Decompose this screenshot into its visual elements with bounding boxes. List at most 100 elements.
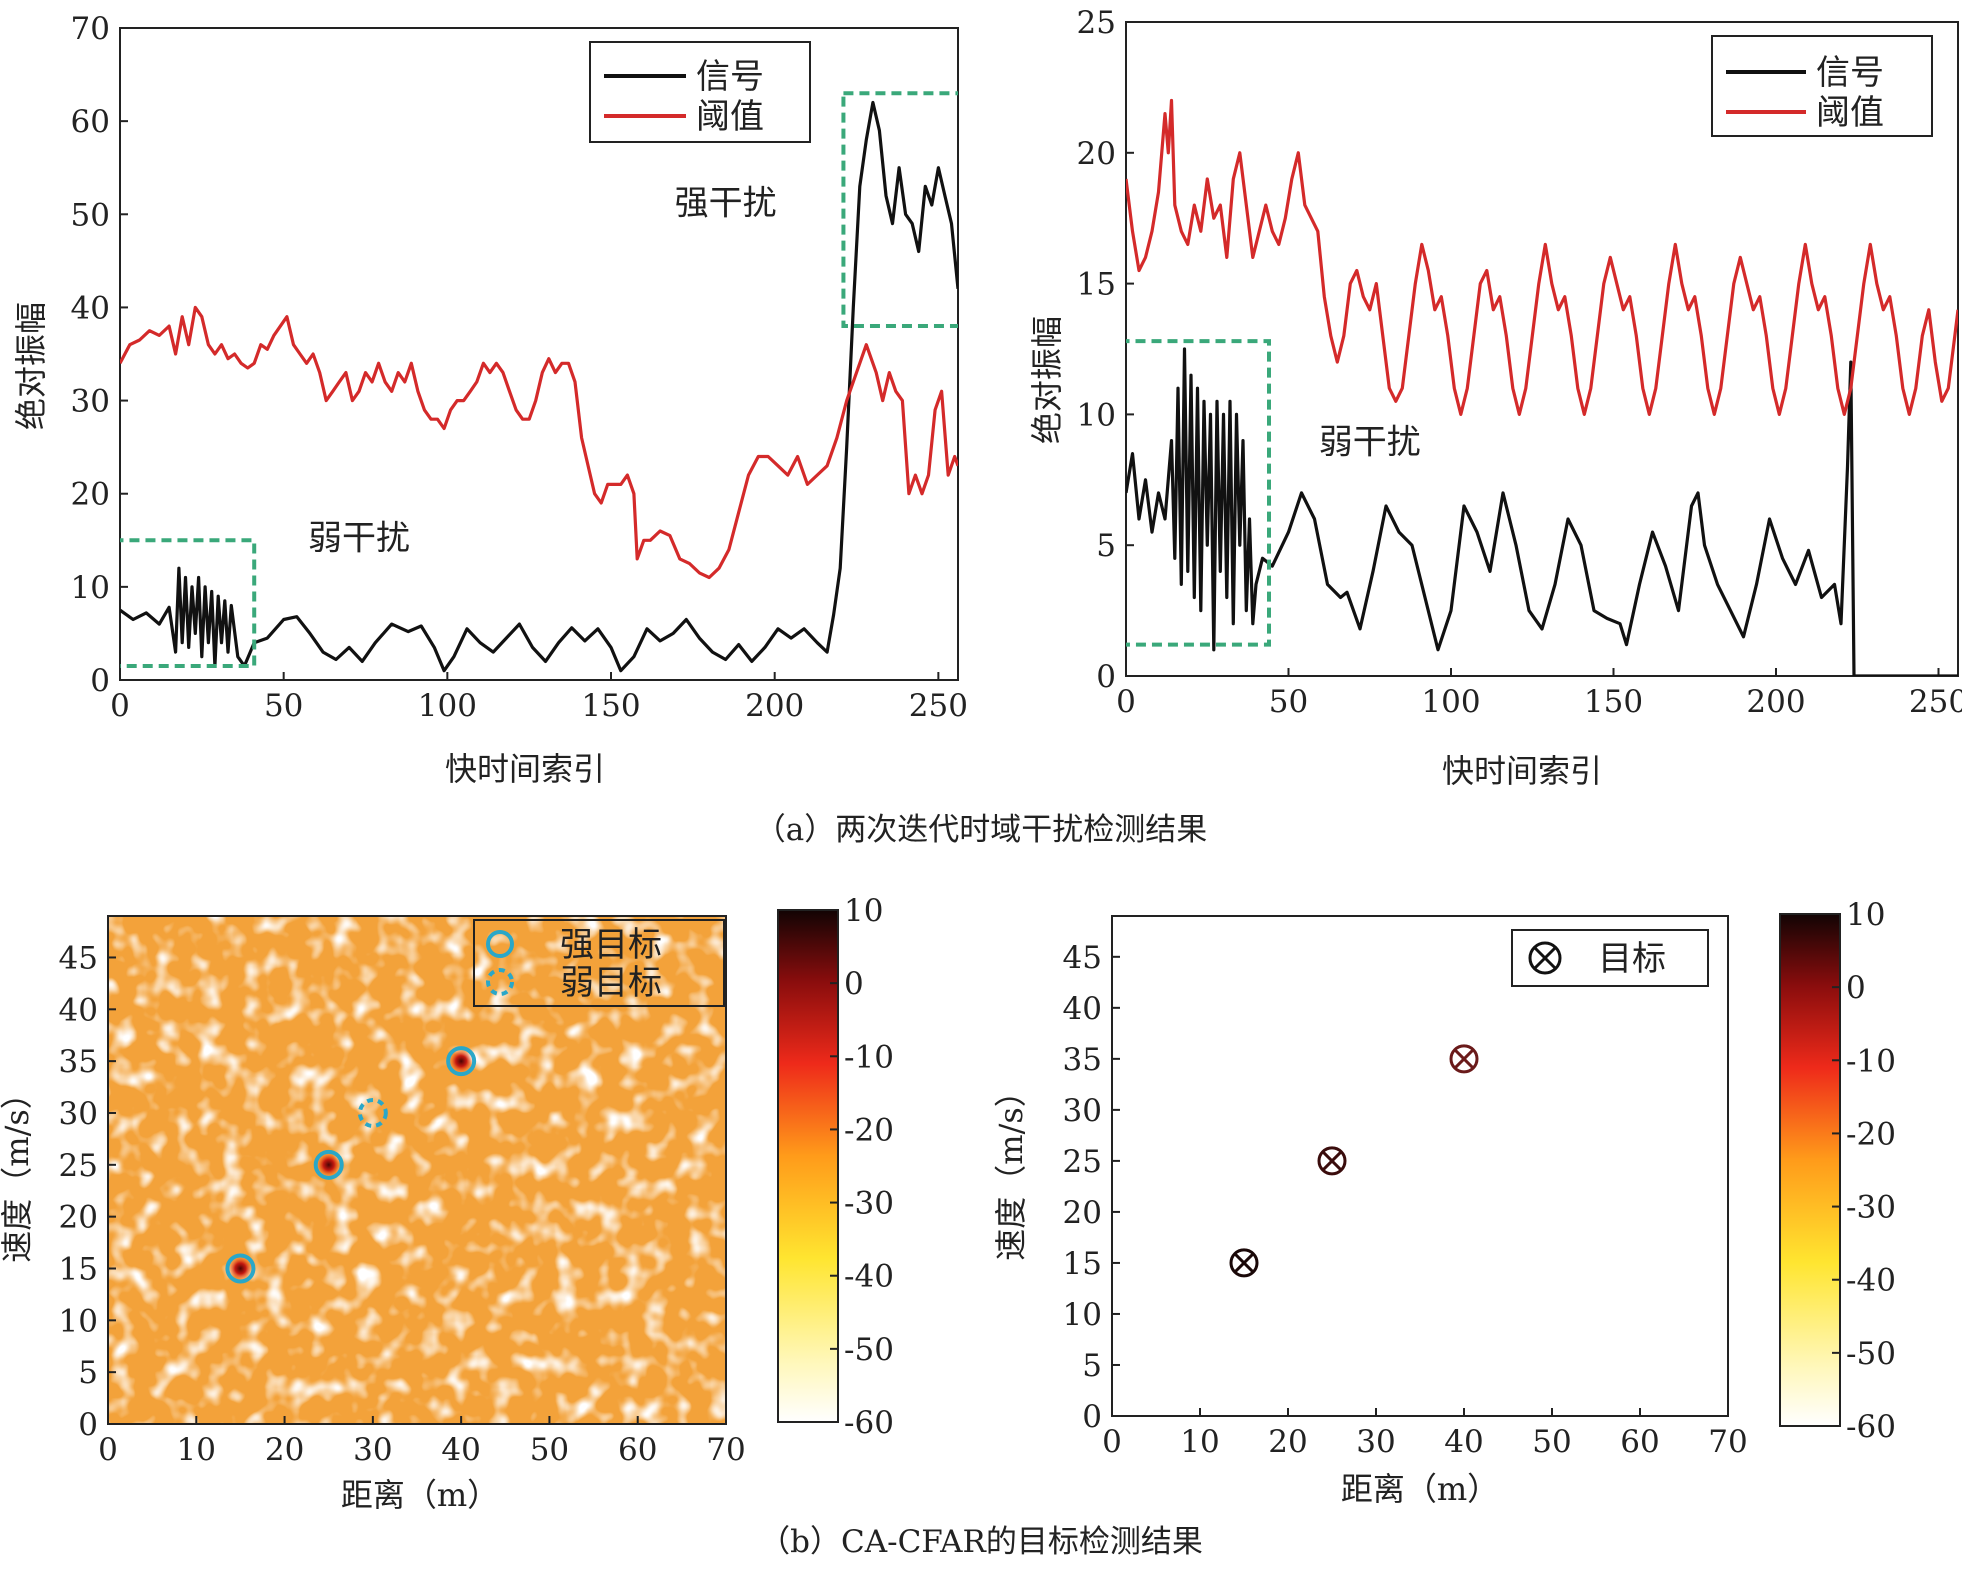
a1-ytick-label: 60	[71, 104, 110, 140]
b2-ticks: 0 10 20 30 40 50 60 70 0 5 10 15 20 25 30 35 40 45	[1063, 940, 1748, 1460]
panel-a1-time-domain-iter1: 0 50 100 150 200 250 0 10 20 30 40 50 60 70 弱干扰 强干扰 信号…	[12, 11, 968, 788]
b1-colorbar-tick-label: -50	[844, 1332, 894, 1368]
a1-ytick-label: 30	[71, 384, 110, 420]
b1-target-hotspot	[449, 1049, 474, 1074]
b2-target-marker-cross	[1233, 1252, 1255, 1273]
b1-ytick-label: 25	[59, 1148, 98, 1184]
a2-xtick-label: 250	[1909, 684, 1962, 720]
b1-ytick-label: 5	[78, 1355, 98, 1391]
b2-colorbar-gradient	[1779, 913, 1841, 1427]
a1-xtick-label: 200	[745, 688, 804, 724]
a2-series-signal-line	[1126, 347, 1958, 676]
a1-annotation: 强干扰	[675, 183, 777, 223]
b2-colorbar-tick-label: -60	[1846, 1409, 1896, 1445]
b2-ytick-label: 45	[1063, 940, 1102, 976]
b1-colorbar-tick-label: -40	[844, 1259, 894, 1295]
b2-target-marker	[1317, 1146, 1347, 1176]
a1-xtick-label: 100	[418, 688, 477, 724]
b2-xtick-label: 40	[1444, 1424, 1483, 1460]
b2-colorbar-tick-label: -20	[1846, 1116, 1896, 1152]
a1-ytick-label: 40	[71, 290, 110, 326]
a2-xtick-label: 50	[1269, 684, 1308, 720]
b1-ytick-label: 35	[59, 1044, 98, 1080]
a2-annotations: 弱干扰	[1319, 423, 1421, 463]
a1-interference-box	[120, 538, 257, 669]
a1-xtick-label: 50	[264, 688, 303, 724]
b1-ytick-label: 15	[59, 1251, 98, 1287]
b2-target-marker-circle	[1229, 1248, 1259, 1278]
b1-xtick-label: 10	[177, 1432, 216, 1468]
a1-xtick-label: 250	[909, 688, 968, 724]
b2-colorbar-tick-label: 10	[1846, 897, 1885, 933]
a1-ytick-label: 50	[71, 197, 110, 233]
b1-target-hotspot	[316, 1152, 341, 1177]
a2-ticks: 0 50 100 150 200 250 0 5 10 15 20 25	[1077, 5, 1962, 720]
b2-xtick-label: 10	[1180, 1424, 1219, 1460]
b2-plot-area	[1111, 915, 1729, 1417]
b2-xtick-label: 30	[1356, 1424, 1395, 1460]
b2-xtick-label: 20	[1268, 1424, 1307, 1460]
b2-ytick-label: 15	[1063, 1246, 1102, 1282]
b2-colorbar-tick-label: -10	[1846, 1043, 1896, 1079]
a2-lines	[1126, 98, 1958, 676]
b1-ytick-label: 45	[59, 940, 98, 976]
a1-ytick-label: 10	[71, 570, 110, 606]
b1-xlabel: 距离（m）	[341, 1476, 499, 1514]
a1-series-signal-line	[120, 100, 958, 673]
b2-xtick-label: 50	[1532, 1424, 1571, 1460]
b1-ylabel: 速度（m/s）	[0, 1077, 36, 1263]
b1-weak-target-marker	[357, 1097, 388, 1128]
b1-xtick-label: 70	[706, 1432, 745, 1468]
a2-ytick-label: 20	[1077, 136, 1116, 172]
b1-strong-target-marker	[446, 1046, 477, 1077]
a1-ylabel: 绝对振幅	[12, 302, 50, 430]
b2-target-marker-cross	[1321, 1150, 1343, 1171]
a2-annotation: 弱干扰	[1319, 423, 1421, 463]
b2-colorbar-tick-label: -40	[1846, 1263, 1896, 1299]
b1-strong-target-marker	[313, 1149, 344, 1180]
b1-legend-weak: 弱目标	[560, 963, 662, 1003]
b1-colorbar-tick-label: -20	[844, 1112, 894, 1148]
b1-target-hotspot	[228, 1256, 253, 1281]
a2-legend-threshold: 阈值	[1816, 93, 1884, 133]
a2-xlabel: 快时间索引	[1442, 752, 1602, 790]
b2-ytick-label: 35	[1063, 1042, 1102, 1078]
b2-ytick-label: 0	[1082, 1399, 1102, 1435]
b1-ticks: 0 10 20 30 40 50 60 70 0 5 10 15 20 25 30 35 40 45	[59, 940, 746, 1468]
b1-legend-box	[473, 919, 725, 1007]
caption-a: （a）两次迭代时域干扰检测结果	[755, 812, 1207, 848]
b1-xtick-label: 30	[353, 1432, 392, 1468]
a1-ticks: 0 50 100 150 200 250 0 10 20 30 40 50 60 70	[71, 11, 968, 724]
a1-legend-box	[589, 41, 811, 143]
b2-target-marker	[1229, 1248, 1259, 1278]
b2-xtick-label: 70	[1708, 1424, 1747, 1460]
a2-ytick-label: 15	[1077, 267, 1116, 303]
b1-ytick-label: 0	[78, 1407, 98, 1443]
a1-series-threshold-line	[120, 305, 958, 580]
a1-interference-box	[841, 91, 958, 329]
b2-colorbar-tick-label: 0	[1846, 970, 1866, 1006]
b2-target-marker-cross	[1453, 1048, 1475, 1069]
b1-ytick-label: 40	[59, 992, 98, 1028]
a2-ylabel: 绝对振幅	[1028, 316, 1066, 444]
b2-colorbar-ticks: 10 0 -10 -20 -30 -40 -50 -60	[1832, 897, 1896, 1445]
b1-ytick-label: 10	[59, 1303, 98, 1339]
b1-colorbar-ticks: 10 0 -10 -20 -30 -40 -50 -60	[830, 893, 894, 1441]
b2-legend: 目标	[1511, 929, 1709, 987]
b2-ytick-label: 5	[1082, 1348, 1102, 1384]
b2-ytick-label: 30	[1063, 1093, 1102, 1129]
b1-colorbar-tick-label: -60	[844, 1405, 894, 1441]
b1-xtick-label: 20	[265, 1432, 304, 1468]
b1-markers	[225, 1046, 477, 1284]
b1-legend-strong: 强目标	[560, 925, 662, 965]
b2-target-marker-circle	[1317, 1146, 1347, 1176]
b1-colorbar-tick-label: -30	[844, 1186, 894, 1222]
b1-colorbar-gradient	[777, 909, 839, 1423]
a2-ytick-label: 10	[1077, 397, 1116, 433]
a2-xtick-label: 200	[1746, 684, 1805, 720]
b2-target-marker	[1449, 1044, 1479, 1074]
b2-ytick-label: 25	[1063, 1144, 1102, 1180]
a1-lines	[120, 100, 958, 673]
a1-xtick-label: 0	[110, 688, 130, 724]
a2-ytick-label: 5	[1096, 528, 1116, 564]
